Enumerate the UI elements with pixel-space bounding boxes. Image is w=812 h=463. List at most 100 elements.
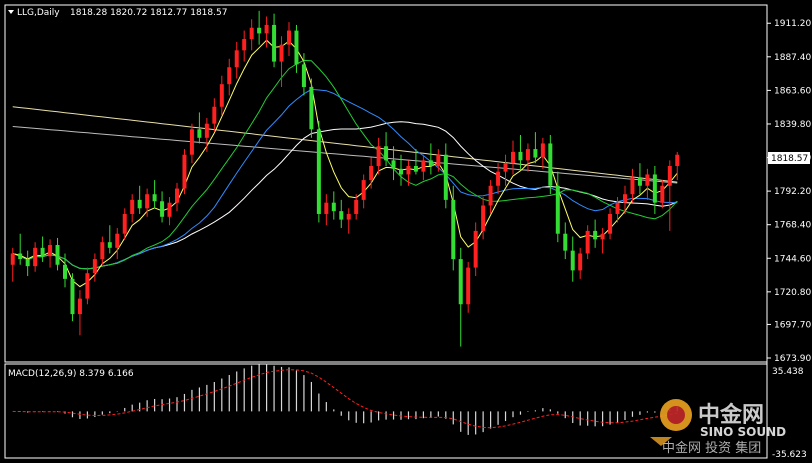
candle-body <box>249 27 254 40</box>
macd-signal-line <box>12 369 678 429</box>
candle-body <box>197 129 202 138</box>
candle-body <box>503 163 508 172</box>
candle-body <box>578 253 583 271</box>
logo-sub-text: 中金网 投资 集团 <box>662 440 761 456</box>
macd-axis-bottom: -35.623 <box>772 450 807 460</box>
candle-body <box>593 230 598 240</box>
candle-body <box>189 129 194 155</box>
logo-cn-text: 中金网 <box>698 402 764 428</box>
price-axis: 1911.201887.401863.601839.801816.001792.… <box>767 19 811 364</box>
candle-body <box>570 250 575 271</box>
ma-green <box>12 59 678 270</box>
candle-body <box>667 166 672 186</box>
candle-body <box>264 24 269 34</box>
macd-axis-top: 35.438 <box>772 367 804 377</box>
macd-histogram <box>12 363 678 435</box>
candle-body <box>301 64 306 88</box>
candle-body <box>346 213 351 220</box>
candle-body <box>100 242 105 260</box>
candle-body <box>145 194 150 209</box>
candle-body <box>331 202 336 212</box>
candle-body <box>115 233 120 248</box>
current-price-label: 1818.57 <box>771 154 808 164</box>
candle-body <box>63 264 67 279</box>
candle-body <box>160 201 165 217</box>
candle-body <box>354 199 359 214</box>
candle-body <box>399 168 403 175</box>
candle-body <box>167 202 172 217</box>
symbol-label: LLG,Daily <box>17 8 60 18</box>
candle-body <box>294 30 299 65</box>
watermark-logo: 中金网 SINO SOUND 中金网 投资 集团 <box>650 399 786 456</box>
candle-body <box>10 253 15 265</box>
candlesticks <box>10 10 680 347</box>
candle-body <box>55 245 60 265</box>
candle-body <box>316 129 321 214</box>
price-tick-label: 1839.80 <box>774 120 811 130</box>
candle-body <box>25 259 30 267</box>
candle-body <box>660 185 665 203</box>
candle-body <box>608 213 613 234</box>
candle-body <box>518 151 523 161</box>
candle-body <box>234 50 239 68</box>
ma-long-grey <box>12 126 678 184</box>
candle-body <box>309 87 314 130</box>
candle-body <box>204 123 209 138</box>
candle-body <box>18 253 23 260</box>
price-tick-label: 1720.80 <box>774 288 811 298</box>
candle-body <box>175 188 179 203</box>
candle-body <box>451 199 456 260</box>
candle-body <box>85 273 90 299</box>
candle-body <box>413 166 418 172</box>
candle-body <box>473 230 478 268</box>
candle-body <box>77 298 82 315</box>
candle-body <box>33 247 38 267</box>
ma-long-tan <box>12 106 678 183</box>
logo-inner-icon <box>667 406 685 424</box>
candle-body <box>361 180 366 200</box>
logo-en-text: SINO SOUND <box>700 425 786 439</box>
candle-body <box>443 154 448 200</box>
candle-body <box>555 185 560 234</box>
candle-body <box>212 106 217 124</box>
candle-body <box>227 67 232 85</box>
candle-body <box>623 194 627 203</box>
candle-body <box>107 242 112 248</box>
candle-body <box>242 39 247 51</box>
candle-body <box>600 233 605 240</box>
price-tick-label: 1768.40 <box>774 221 811 231</box>
moving-averages <box>12 39 678 288</box>
price-tick-label: 1744.60 <box>774 254 811 264</box>
candle-body <box>384 146 389 161</box>
candle-body <box>511 151 515 164</box>
candle-body <box>637 177 642 186</box>
candle-body <box>652 174 657 203</box>
candle-body <box>428 160 433 167</box>
candle-body <box>548 143 553 186</box>
candle-body <box>369 166 374 181</box>
price-tick-label: 1887.40 <box>774 53 811 63</box>
candle-body <box>525 149 530 161</box>
candle-body <box>406 166 411 175</box>
candle-body <box>585 230 590 254</box>
candle-body <box>645 174 650 186</box>
ma-white <box>12 121 678 270</box>
logo-triangle-icon <box>650 437 672 446</box>
candle-body <box>182 154 187 189</box>
candle-body <box>458 259 463 305</box>
main-chart-frame <box>4 4 768 363</box>
price-tick-label: 1673.90 <box>774 354 811 364</box>
candle-body <box>391 160 396 169</box>
candle-body <box>40 247 45 257</box>
ma-blue <box>12 88 678 270</box>
candle-body <box>436 154 441 167</box>
price-tick-label: 1792.20 <box>774 187 811 197</box>
candle-body <box>615 202 620 214</box>
candle-body <box>466 267 471 305</box>
candle-body <box>219 84 224 107</box>
current-price-tag <box>768 152 810 164</box>
candle-body <box>70 278 75 315</box>
menu-triangle-icon[interactable] <box>8 10 14 14</box>
